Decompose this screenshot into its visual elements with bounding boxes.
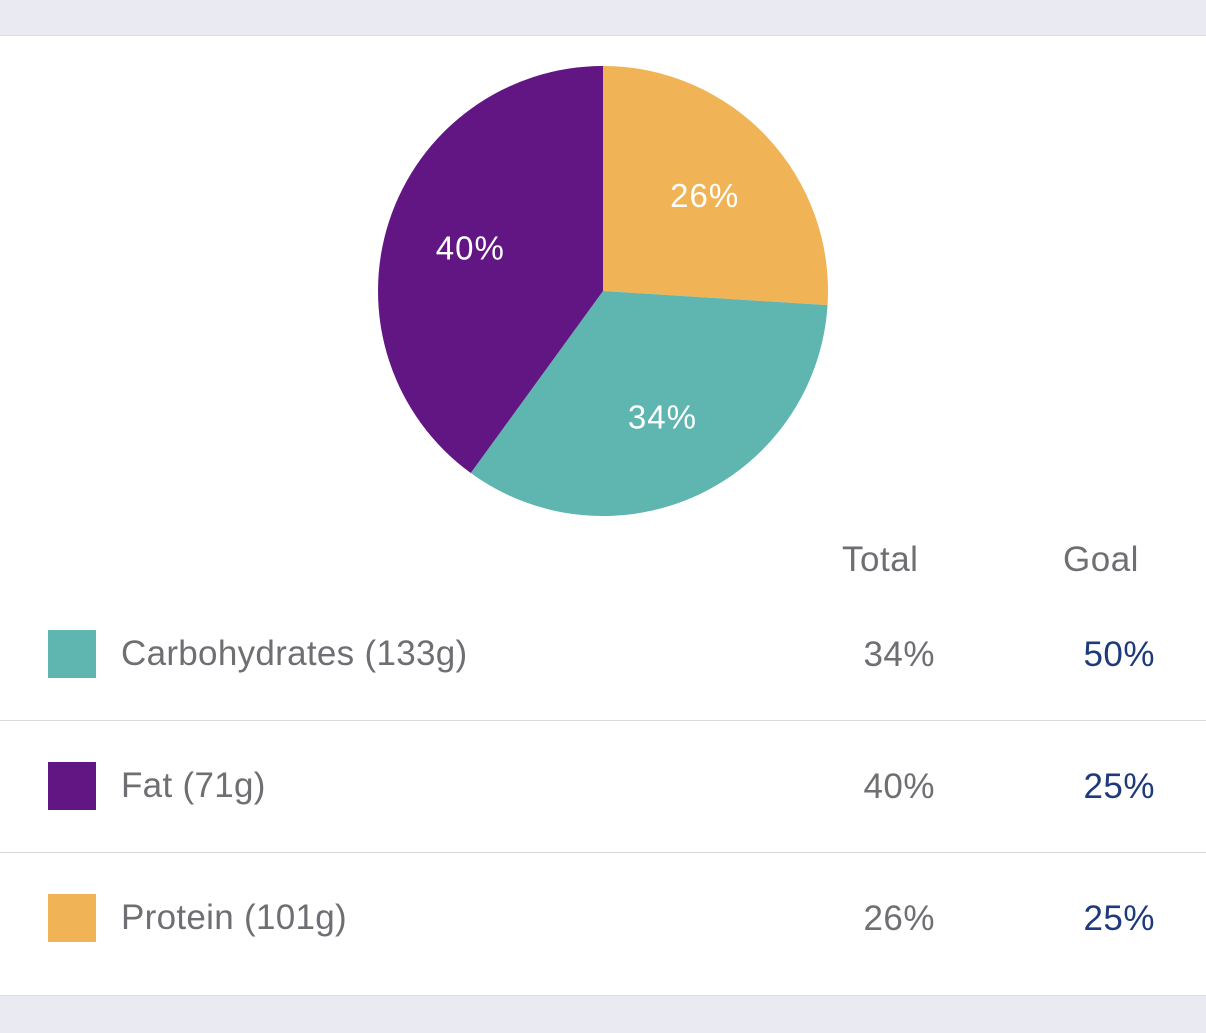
fat-swatch <box>48 762 96 810</box>
fat-label: Fat (71g) <box>121 766 266 805</box>
macros-card: 26% 34% 40% Total Goal Carbohydrates (133g… <box>0 36 1206 995</box>
macro-row-carbohydrates: Carbohydrates (133g) 34% 50% <box>0 588 1206 721</box>
pie-label-protein: 26% <box>670 177 739 214</box>
pie-slice-carbohydrates <box>470 291 828 516</box>
protein-label: Protein (101g) <box>121 898 347 937</box>
protein-total: 26% <box>863 899 935 938</box>
macro-row-fat: Fat (71g) 40% 25% <box>0 720 1206 853</box>
column-header-total: Total <box>842 540 919 579</box>
pie-label-fat: 40% <box>436 229 505 266</box>
carbohydrates-total: 34% <box>863 635 935 674</box>
carbohydrates-label: Carbohydrates (133g) <box>121 634 468 673</box>
column-header-goal: Goal <box>1063 540 1139 579</box>
carbohydrates-swatch <box>48 630 96 678</box>
top-band <box>0 0 1206 36</box>
protein-goal: 25% <box>1083 899 1155 938</box>
fat-goal: 25% <box>1083 767 1155 806</box>
pie-label-carbohydrates: 34% <box>628 399 697 436</box>
bottom-band <box>0 995 1206 1033</box>
carbohydrates-goal: 50% <box>1083 635 1155 674</box>
macro-row-protein: Protein (101g) 26% 25% <box>0 852 1206 984</box>
fat-total: 40% <box>863 767 935 806</box>
macro-pie-chart: 26% 34% 40% <box>378 66 829 516</box>
pie-slice-fat <box>378 66 603 474</box>
protein-swatch <box>48 894 96 942</box>
pie-slice-protein <box>603 66 829 306</box>
